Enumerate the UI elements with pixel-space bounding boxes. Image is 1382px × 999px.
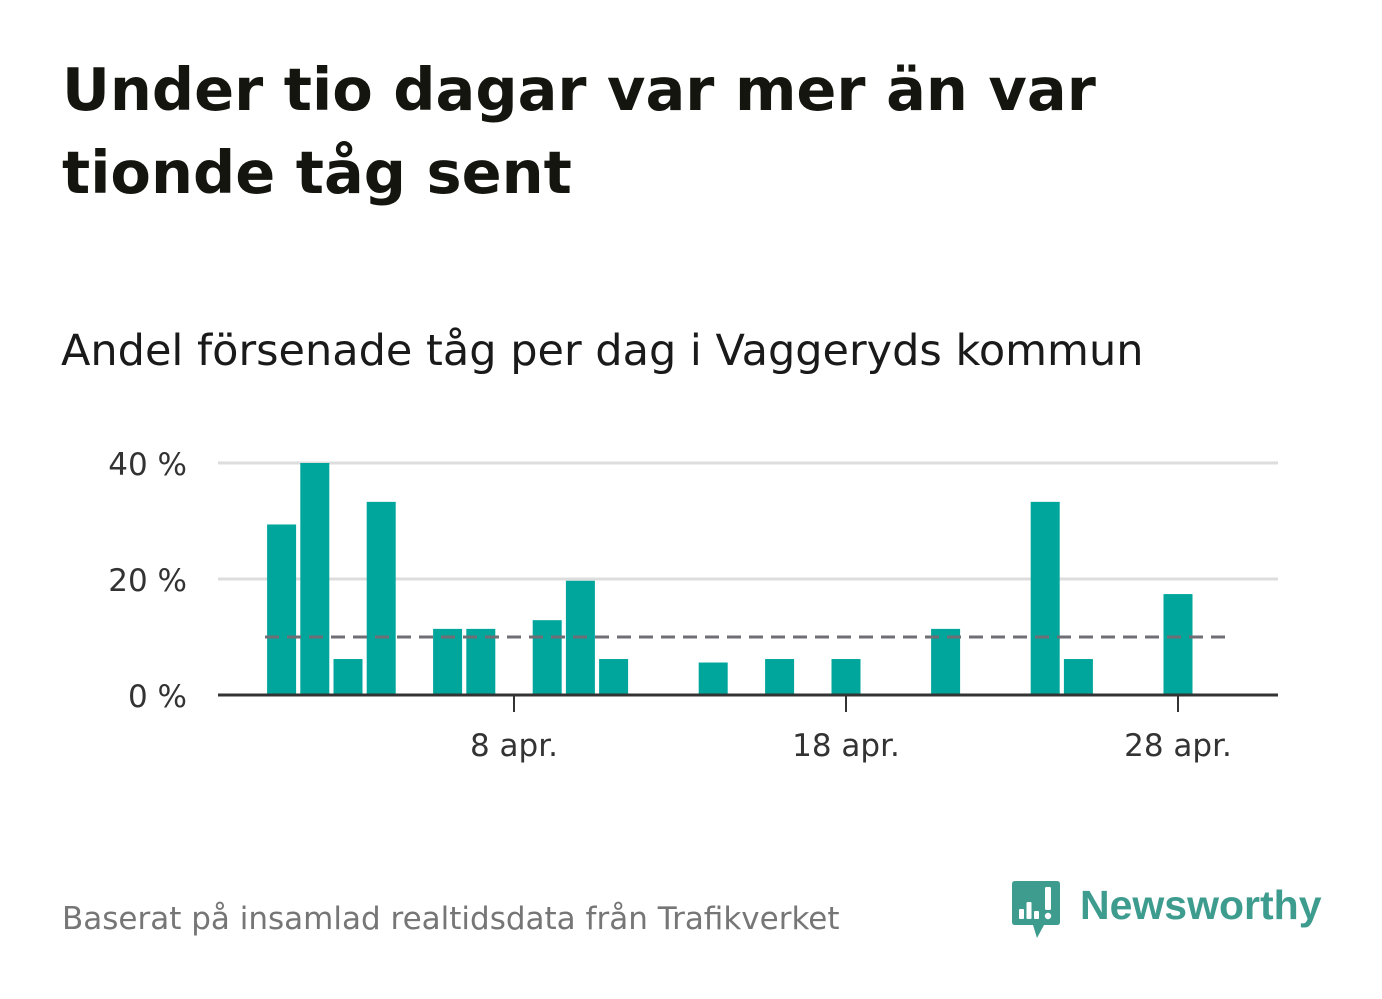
- chart-subtitle: Andel försenade tåg per dag i Vaggeryds …: [61, 326, 1144, 376]
- bar-3-apr: [333, 659, 363, 695]
- logo-icon-dot: [1044, 912, 1052, 920]
- bar-4-apr: [366, 501, 396, 695]
- bar-25-apr: [1063, 659, 1093, 695]
- logo-icon-bar: [1034, 911, 1039, 919]
- x-tick-label: 8 apr.: [470, 728, 558, 764]
- bar-16-apr: [765, 659, 795, 695]
- logo-icon-bar: [1019, 909, 1024, 919]
- logo-icon-bar: [1045, 887, 1051, 910]
- bar-6-apr: [433, 628, 463, 695]
- x-tick-label: 18 apr.: [792, 728, 900, 764]
- y-tick-label: 20 %: [108, 563, 187, 599]
- bar-24-apr: [1030, 501, 1060, 695]
- y-tick-label: 0 %: [128, 679, 187, 715]
- bar-18-apr: [831, 659, 861, 695]
- newsworthy-logo: Newsworthy: [1011, 880, 1331, 942]
- bar-11-apr: [599, 659, 629, 695]
- y-tick-label: 40 %: [108, 447, 187, 483]
- logo-icon-bar: [1026, 902, 1032, 919]
- bar-chart: 0 % 20 % 40 % 8 apr. 18 apr. 28 apr.: [108, 447, 1278, 764]
- source-note: Baserat på insamlad realtidsdata från Tr…: [62, 901, 840, 937]
- bar-7-apr: [466, 628, 496, 695]
- bar-28-apr: [1163, 594, 1193, 695]
- newsworthy-logo-icon: [1012, 881, 1060, 938]
- bar-9-apr: [532, 620, 562, 695]
- x-tick-label: 28 apr.: [1124, 728, 1232, 764]
- bar-1-apr: [267, 524, 297, 695]
- bar-14-apr: [698, 662, 728, 695]
- bar-2-apr: [300, 463, 330, 695]
- logo-wordmark: Newsworthy: [1080, 882, 1322, 928]
- page-title: Under tio dagar var mer än var tionde tå…: [62, 55, 1096, 207]
- bar-21-apr: [931, 628, 961, 695]
